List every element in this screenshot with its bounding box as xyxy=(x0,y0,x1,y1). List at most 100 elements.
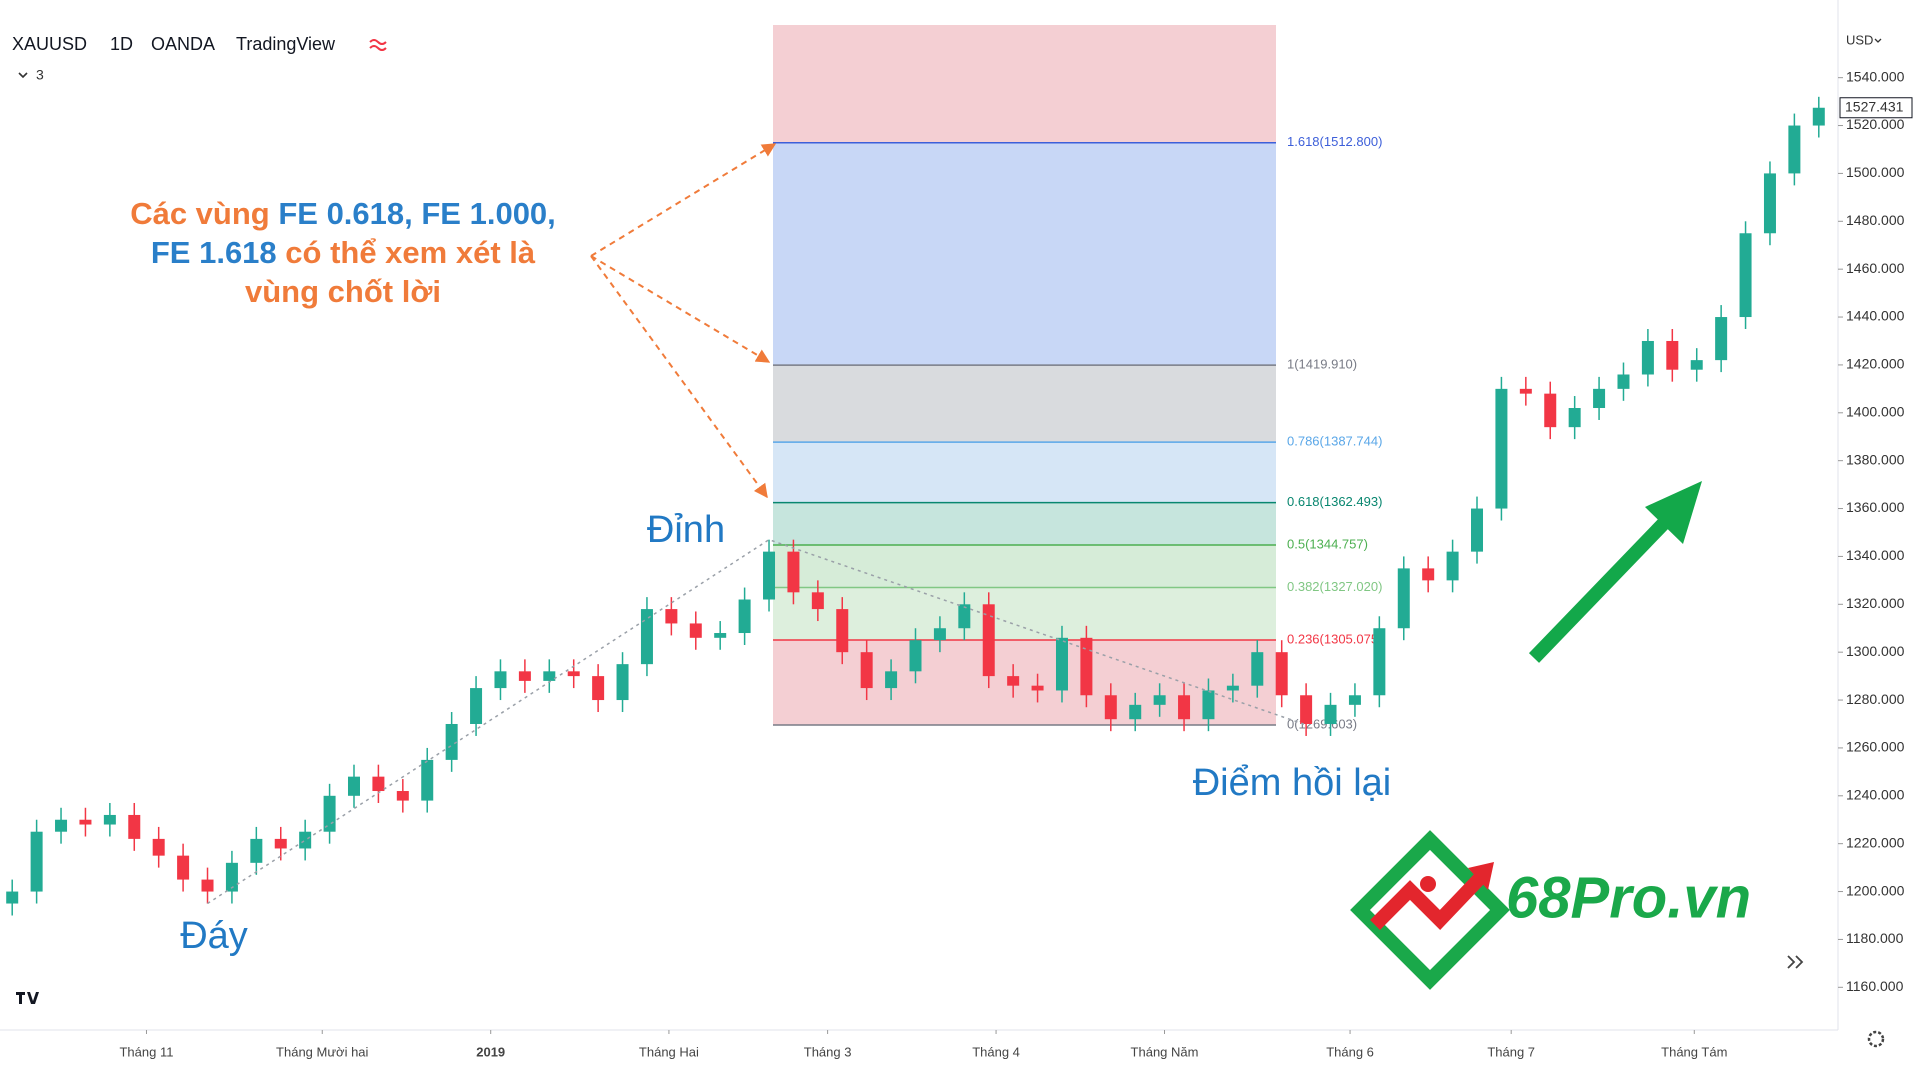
candle-body xyxy=(1007,676,1020,686)
x-tick-label: Tháng 6 xyxy=(1326,1044,1374,1059)
interval: 1D xyxy=(110,34,133,54)
y-tick-label: 1400.000 xyxy=(1846,403,1905,419)
candle-body xyxy=(811,592,824,610)
fib-label: 0(1269.603) xyxy=(1287,716,1357,731)
fib-label: 0.382(1327.020) xyxy=(1287,579,1382,594)
candle-body xyxy=(909,640,922,672)
candle-body xyxy=(592,676,605,701)
candle-body xyxy=(885,671,898,689)
candle-body xyxy=(1275,652,1288,696)
candle-body xyxy=(958,604,971,629)
fib-label: 0.236(1305.075) xyxy=(1287,631,1382,646)
candle-body xyxy=(836,609,849,653)
candle-body xyxy=(1763,173,1776,234)
candle-body xyxy=(933,628,946,641)
candle-body xyxy=(1495,388,1508,509)
candle-body xyxy=(1739,233,1752,318)
currency[interactable]: USD xyxy=(1846,32,1873,47)
fib-zone xyxy=(773,25,1276,143)
tv-logo[interactable] xyxy=(16,992,39,1004)
scroll-right[interactable] xyxy=(1787,955,1804,969)
fib-label: 0.786(1387.744) xyxy=(1287,434,1382,449)
y-tick-label: 1420.000 xyxy=(1846,356,1905,372)
candle-body xyxy=(1715,317,1728,361)
indicator-count[interactable]: 3 xyxy=(36,67,44,83)
candle-body xyxy=(1373,628,1386,696)
x-tick-label: Tháng Mười hai xyxy=(276,1044,368,1059)
candle-body xyxy=(860,652,873,689)
candle-body xyxy=(1812,107,1825,126)
candle-body xyxy=(494,671,507,689)
fib-zone xyxy=(773,502,1276,546)
candle-body xyxy=(714,633,727,638)
x-tick-label: Tháng Hai xyxy=(639,1044,699,1059)
fib-label: 1.618(1512.800) xyxy=(1287,134,1382,149)
candle-body xyxy=(274,838,287,849)
candle-body xyxy=(1104,695,1117,720)
candle-body xyxy=(55,819,68,832)
fib-label: 0.5(1344.757) xyxy=(1287,536,1368,551)
settings[interactable] xyxy=(1867,1030,1885,1048)
y-tick-label: 1260.000 xyxy=(1846,739,1905,755)
candle-body xyxy=(1422,568,1435,581)
y-tick-label: 1220.000 xyxy=(1846,834,1905,850)
candle-body xyxy=(738,599,751,634)
y-tick-label: 1440.000 xyxy=(1846,308,1905,324)
fib-zone xyxy=(773,640,1276,725)
candle-body xyxy=(1544,393,1557,428)
y-tick-label: 1360.000 xyxy=(1846,499,1905,515)
candle-body xyxy=(689,623,702,638)
fib-label: 0.618(1362.493) xyxy=(1287,494,1382,509)
candle-body xyxy=(1300,695,1313,724)
last-price-box xyxy=(1839,97,1913,119)
last-price: 1527.431 xyxy=(1845,98,1904,114)
candle-body xyxy=(396,791,409,801)
axes: 1160.000 1180.000 1200.000 1220.000 1240.000… xyxy=(0,0,1913,1059)
x-tick-label: Tháng 4 xyxy=(972,1044,1020,1059)
candle-body xyxy=(1226,685,1239,691)
y-tick-label: 1160.000 xyxy=(1846,978,1904,994)
candle-body xyxy=(543,671,556,681)
y-tick-label: 1480.000 xyxy=(1846,212,1905,228)
x-tick-label: Tháng 11 xyxy=(119,1044,173,1059)
candle-body xyxy=(1519,388,1532,394)
x-tick-label: Tháng Tám xyxy=(1661,1044,1727,1059)
fib-zone xyxy=(773,587,1276,641)
y-tick-label: 1520.000 xyxy=(1846,116,1905,132)
candle-body xyxy=(763,551,776,600)
y-tick-label: 1200.000 xyxy=(1846,882,1905,898)
x-tick-label: Tháng 3 xyxy=(804,1044,852,1059)
y-tick-label: 1340.000 xyxy=(1846,547,1905,563)
candle-body xyxy=(787,551,800,593)
note-part: Các vùng xyxy=(130,196,278,231)
data-icon xyxy=(369,39,387,51)
exchange: OANDA xyxy=(151,34,215,54)
fib-zone xyxy=(773,545,1276,588)
y-tick-label: 1500.000 xyxy=(1846,164,1905,180)
candle-body xyxy=(299,831,312,849)
y-tick-label: 1240.000 xyxy=(1846,787,1905,803)
candle-body xyxy=(250,838,263,863)
candle-body xyxy=(152,838,165,856)
candle-body xyxy=(1031,685,1044,691)
note-part: có thể xem xét là xyxy=(277,235,536,270)
note-part: FE 1.618 xyxy=(151,235,277,270)
candle-body xyxy=(1324,704,1337,724)
candle-body xyxy=(1788,125,1801,174)
currency-dropdown[interactable] xyxy=(1874,38,1882,43)
candle-body xyxy=(103,814,116,825)
logo-text: 68Pro.vn xyxy=(1506,865,1751,930)
peak-label: Đỉnh xyxy=(647,509,725,551)
source: TradingView xyxy=(236,34,336,54)
fib-zone xyxy=(773,142,1276,366)
note-arrows xyxy=(590,143,777,499)
fib-label: 1(1419.910) xyxy=(1287,357,1357,372)
collapse-icon[interactable] xyxy=(18,72,28,79)
candle-body xyxy=(640,609,653,665)
candle-body xyxy=(1055,637,1068,691)
candle-body xyxy=(518,671,531,681)
candle-body xyxy=(665,609,678,624)
candle-body xyxy=(347,776,360,796)
